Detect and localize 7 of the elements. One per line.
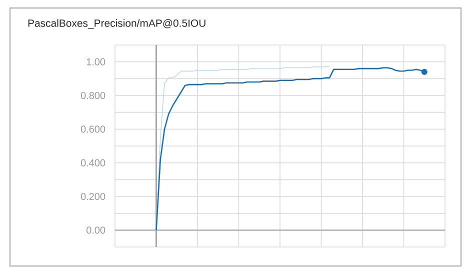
- y-tick-label: 0.400: [80, 159, 106, 166]
- y-tick-label: 0.200: [80, 192, 106, 200]
- y-tick-label: 0.800: [80, 92, 106, 100]
- y-tick-label: 0.00: [86, 226, 106, 234]
- y-tick-label: 1.00: [86, 58, 106, 66]
- y-tick-label: 0.600: [80, 126, 106, 133]
- chart-title: PascalBoxes_Precision/mAP@0.5IOU: [28, 19, 206, 29]
